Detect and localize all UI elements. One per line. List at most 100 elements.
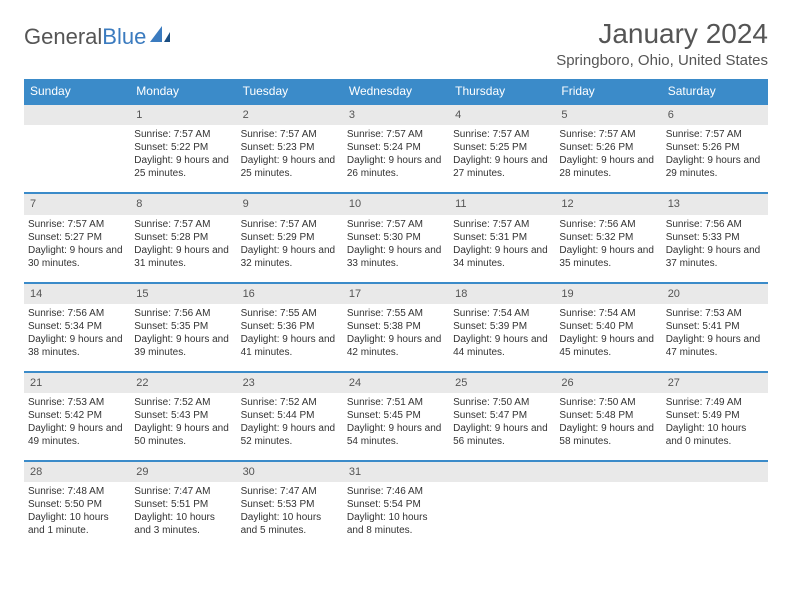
day-number: 3 [343, 104, 449, 125]
cell-line: Sunrise: 7:57 AM [347, 218, 445, 231]
cell-line: Sunset: 5:50 PM [28, 498, 126, 511]
day-number: 21 [24, 372, 130, 393]
cell-line: Sunrise: 7:56 AM [134, 307, 232, 320]
cell-line: Sunrise: 7:56 AM [559, 218, 657, 231]
cell-line: Sunrise: 7:52 AM [134, 396, 232, 409]
day-cell: Sunrise: 7:49 AMSunset: 5:49 PMDaylight:… [662, 393, 768, 461]
cell-line: Sunrise: 7:57 AM [241, 128, 339, 141]
daynum-row: 21222324252627 [24, 372, 768, 393]
cell-line: Sunrise: 7:52 AM [241, 396, 339, 409]
day-cell: Sunrise: 7:50 AMSunset: 5:48 PMDaylight:… [555, 393, 661, 461]
cell-line: Sunrise: 7:53 AM [28, 396, 126, 409]
calendar-table: SundayMondayTuesdayWednesdayThursdayFrid… [24, 79, 768, 550]
day-number: 23 [237, 372, 343, 393]
cell-line: Daylight: 9 hours and 35 minutes. [559, 244, 657, 270]
day-number: 10 [343, 193, 449, 214]
cell-line: Sunrise: 7:48 AM [28, 485, 126, 498]
day-number: 22 [130, 372, 236, 393]
cell-line: Sunset: 5:40 PM [559, 320, 657, 333]
cell-line: Sunrise: 7:50 AM [559, 396, 657, 409]
cell-line: Sunrise: 7:47 AM [241, 485, 339, 498]
cell-line: Sunset: 5:43 PM [134, 409, 232, 422]
cell-line: Sunrise: 7:56 AM [666, 218, 764, 231]
cell-line: Sunrise: 7:57 AM [134, 218, 232, 231]
cell-line: Sunrise: 7:57 AM [134, 128, 232, 141]
day-number [449, 461, 555, 482]
location: Springboro, Ohio, United States [556, 52, 768, 69]
cell-line: Sunset: 5:41 PM [666, 320, 764, 333]
day-number: 4 [449, 104, 555, 125]
day-number [24, 104, 130, 125]
day-number: 19 [555, 283, 661, 304]
logo-text-part1: General [24, 24, 102, 50]
day-cell: Sunrise: 7:48 AMSunset: 5:50 PMDaylight:… [24, 482, 130, 550]
day-number: 15 [130, 283, 236, 304]
cell-line: Sunset: 5:28 PM [134, 231, 232, 244]
day-cell: Sunrise: 7:57 AMSunset: 5:31 PMDaylight:… [449, 215, 555, 283]
day-cell: Sunrise: 7:56 AMSunset: 5:33 PMDaylight:… [662, 215, 768, 283]
cell-line: Daylight: 9 hours and 33 minutes. [347, 244, 445, 270]
day-header: Thursday [449, 79, 555, 104]
day-number: 7 [24, 193, 130, 214]
cell-line: Sunset: 5:51 PM [134, 498, 232, 511]
day-cell: Sunrise: 7:46 AMSunset: 5:54 PMDaylight:… [343, 482, 449, 550]
content-row: Sunrise: 7:48 AMSunset: 5:50 PM Daylight:… [24, 482, 768, 550]
cell-line: Sunset: 5:49 PM [666, 409, 764, 422]
day-cell [555, 482, 661, 550]
day-number: 17 [343, 283, 449, 304]
logo: GeneralBlue [24, 18, 174, 50]
day-cell: Sunrise: 7:55 AMSunset: 5:38 PMDaylight:… [343, 304, 449, 372]
cell-line: Sunset: 5:42 PM [28, 409, 126, 422]
daynum-row: 14151617181920 [24, 283, 768, 304]
day-cell: Sunrise: 7:57 AMSunset: 5:22 PMDaylight:… [130, 125, 236, 193]
cell-line: Sunset: 5:45 PM [347, 409, 445, 422]
day-cell: Sunrise: 7:57 AMSunset: 5:27 PMDaylight:… [24, 215, 130, 283]
cell-line: Sunrise: 7:57 AM [347, 128, 445, 141]
cell-line: Sunset: 5:34 PM [28, 320, 126, 333]
day-cell: Sunrise: 7:53 AMSunset: 5:42 PMDaylight:… [24, 393, 130, 461]
day-cell: Sunrise: 7:57 AMSunset: 5:25 PMDaylight:… [449, 125, 555, 193]
day-cell: Sunrise: 7:52 AMSunset: 5:44 PMDaylight:… [237, 393, 343, 461]
cell-line: Sunset: 5:26 PM [666, 141, 764, 154]
cell-line: Sunset: 5:24 PM [347, 141, 445, 154]
logo-text-part2: Blue [102, 24, 146, 50]
day-cell: Sunrise: 7:57 AMSunset: 5:29 PMDaylight:… [237, 215, 343, 283]
cell-line: Daylight: 9 hours and 52 minutes. [241, 422, 339, 448]
cell-line: Daylight: 9 hours and 42 minutes. [347, 333, 445, 359]
cell-line: Daylight: 9 hours and 28 minutes. [559, 154, 657, 180]
day-header: Tuesday [237, 79, 343, 104]
day-number: 11 [449, 193, 555, 214]
day-number [555, 461, 661, 482]
day-cell: Sunrise: 7:57 AMSunset: 5:23 PMDaylight:… [237, 125, 343, 193]
cell-line: Daylight: 9 hours and 58 minutes. [559, 422, 657, 448]
cell-line: Sunset: 5:27 PM [28, 231, 126, 244]
cell-line: Daylight: 9 hours and 38 minutes. [28, 333, 126, 359]
day-cell: Sunrise: 7:54 AMSunset: 5:40 PMDaylight:… [555, 304, 661, 372]
logo-sail-icon [148, 24, 174, 50]
header: GeneralBlue January 2024 Springboro, Ohi… [24, 18, 768, 69]
day-number: 1 [130, 104, 236, 125]
cell-line: Daylight: 9 hours and 25 minutes. [134, 154, 232, 180]
daynum-row: 78910111213 [24, 193, 768, 214]
day-number: 24 [343, 372, 449, 393]
day-cell: Sunrise: 7:56 AMSunset: 5:34 PMDaylight:… [24, 304, 130, 372]
day-number: 27 [662, 372, 768, 393]
cell-line: Daylight: 9 hours and 50 minutes. [134, 422, 232, 448]
cell-line: Sunset: 5:54 PM [347, 498, 445, 511]
cell-line: Sunset: 5:22 PM [134, 141, 232, 154]
cell-line: Daylight: 9 hours and 56 minutes. [453, 422, 551, 448]
day-number: 12 [555, 193, 661, 214]
day-number: 13 [662, 193, 768, 214]
day-number: 16 [237, 283, 343, 304]
cell-line: Daylight: 10 hours and 3 minutes. [134, 511, 232, 537]
cell-line: Sunrise: 7:55 AM [241, 307, 339, 320]
content-row: Sunrise: 7:57 AMSunset: 5:22 PMDaylight:… [24, 125, 768, 193]
cell-line: Sunset: 5:44 PM [241, 409, 339, 422]
day-cell: Sunrise: 7:54 AMSunset: 5:39 PMDaylight:… [449, 304, 555, 372]
day-number: 8 [130, 193, 236, 214]
day-number: 25 [449, 372, 555, 393]
cell-line: Daylight: 9 hours and 37 minutes. [666, 244, 764, 270]
daynum-row: 28293031 [24, 461, 768, 482]
cell-line: Sunset: 5:32 PM [559, 231, 657, 244]
day-cell [449, 482, 555, 550]
